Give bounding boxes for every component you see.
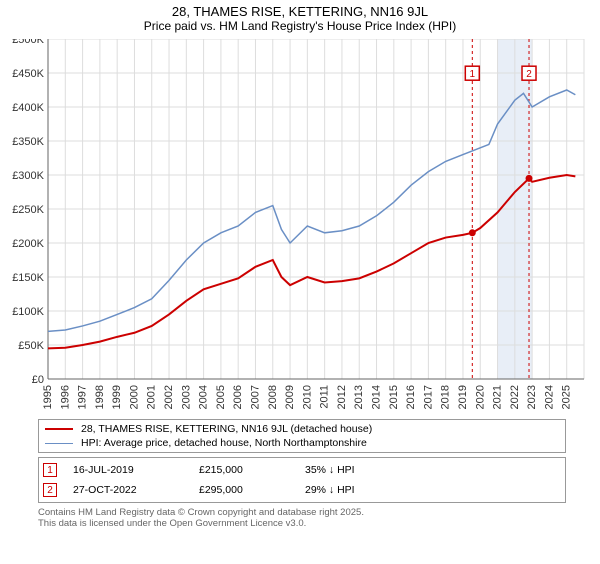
svg-text:2024: 2024 xyxy=(543,385,555,409)
svg-text:2006: 2006 xyxy=(232,385,244,409)
footer-line-1: Contains HM Land Registry data © Crown c… xyxy=(38,507,566,518)
svg-text:1: 1 xyxy=(470,69,476,80)
svg-text:2010: 2010 xyxy=(301,385,313,409)
legend: 28, THAMES RISE, KETTERING, NN16 9JL (de… xyxy=(38,419,566,453)
sale-diff: 35% ↓ HPI xyxy=(305,464,415,476)
svg-text:£300K: £300K xyxy=(12,170,44,182)
legend-swatch xyxy=(45,443,73,444)
svg-text:1996: 1996 xyxy=(59,385,71,409)
svg-text:£400K: £400K xyxy=(12,102,44,114)
svg-text:2003: 2003 xyxy=(180,385,192,409)
svg-text:2008: 2008 xyxy=(267,385,279,409)
chart-svg: 1 2 £0 £50K £100K £150K £200K £250K £300K £350K £4… xyxy=(4,39,596,417)
sale-price: £295,000 xyxy=(199,484,289,496)
chart-area: 1 2 £0 £50K £100K £150K £200K £250K £300K £350K £4… xyxy=(4,39,600,417)
svg-text:1997: 1997 xyxy=(77,385,89,409)
legend-row: HPI: Average price, detached house, Nort… xyxy=(45,436,559,450)
svg-text:1995: 1995 xyxy=(42,385,54,409)
footer-line-2: This data is licensed under the Open Gov… xyxy=(38,518,566,529)
sales-row: 2 27-OCT-2022 £295,000 29% ↓ HPI xyxy=(43,480,561,500)
svg-text:2007: 2007 xyxy=(249,385,261,409)
svg-text:2004: 2004 xyxy=(198,385,210,409)
svg-text:2002: 2002 xyxy=(163,385,175,409)
svg-text:2023: 2023 xyxy=(526,385,538,409)
svg-text:2014: 2014 xyxy=(371,385,383,409)
svg-text:2025: 2025 xyxy=(561,385,573,409)
sales-row: 1 16-JUL-2019 £215,000 35% ↓ HPI xyxy=(43,460,561,480)
svg-text:2000: 2000 xyxy=(128,385,140,409)
svg-text:1999: 1999 xyxy=(111,385,123,409)
sale-marker-icon: 1 xyxy=(43,463,57,477)
svg-text:2: 2 xyxy=(526,69,532,80)
legend-label: 28, THAMES RISE, KETTERING, NN16 9JL (de… xyxy=(81,423,372,435)
chart-title: 28, THAMES RISE, KETTERING, NN16 9JL xyxy=(0,4,600,19)
sale-diff: 29% ↓ HPI xyxy=(305,484,415,496)
svg-text:2009: 2009 xyxy=(284,385,296,409)
svg-text:2016: 2016 xyxy=(405,385,417,409)
svg-text:2005: 2005 xyxy=(215,385,227,409)
sale-marker-icon: 2 xyxy=(43,483,57,497)
svg-text:£100K: £100K xyxy=(12,306,44,318)
svg-text:2018: 2018 xyxy=(440,385,452,409)
svg-text:£150K: £150K xyxy=(12,272,44,284)
svg-text:£500K: £500K xyxy=(12,39,44,46)
footer-attribution: Contains HM Land Registry data © Crown c… xyxy=(38,507,566,529)
svg-text:£0: £0 xyxy=(32,374,44,386)
legend-label: HPI: Average price, detached house, Nort… xyxy=(81,437,367,449)
svg-text:2011: 2011 xyxy=(319,385,331,409)
sale-date: 27-OCT-2022 xyxy=(73,484,183,496)
svg-text:2020: 2020 xyxy=(474,385,486,409)
sale-price: £215,000 xyxy=(199,464,289,476)
svg-text:2022: 2022 xyxy=(509,385,521,409)
svg-text:£50K: £50K xyxy=(18,340,44,352)
sale-date: 16-JUL-2019 xyxy=(73,464,183,476)
svg-text:£350K: £350K xyxy=(12,136,44,148)
svg-text:2019: 2019 xyxy=(457,385,469,409)
svg-text:£450K: £450K xyxy=(12,68,44,80)
svg-text:2021: 2021 xyxy=(492,385,504,409)
svg-text:2012: 2012 xyxy=(336,385,348,409)
sales-table: 1 16-JUL-2019 £215,000 35% ↓ HPI 2 27-OCT-202… xyxy=(38,457,566,503)
svg-text:1998: 1998 xyxy=(94,385,106,409)
svg-text:£250K: £250K xyxy=(12,204,44,216)
chart-subtitle: Price paid vs. HM Land Registry's House … xyxy=(0,19,600,33)
svg-text:2017: 2017 xyxy=(422,385,434,409)
svg-text:2001: 2001 xyxy=(146,385,158,409)
legend-row: 28, THAMES RISE, KETTERING, NN16 9JL (de… xyxy=(45,422,559,436)
svg-text:£200K: £200K xyxy=(12,238,44,250)
svg-text:2013: 2013 xyxy=(353,385,365,409)
legend-swatch xyxy=(45,428,73,430)
svg-text:2015: 2015 xyxy=(388,385,400,409)
